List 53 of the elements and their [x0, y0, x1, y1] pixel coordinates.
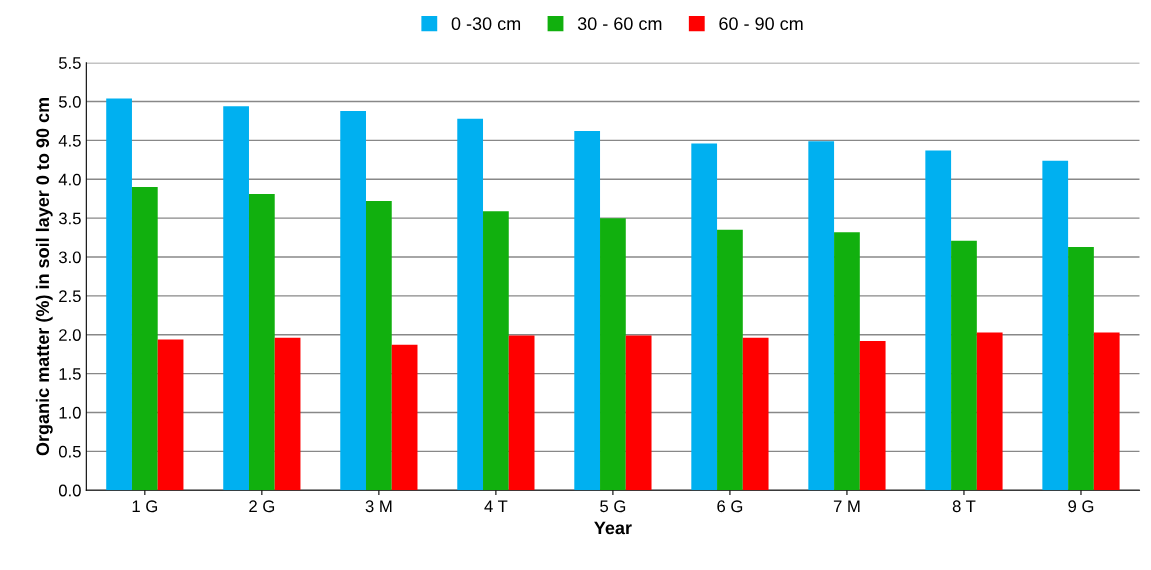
legend-label: 0 -30 cm	[451, 17, 521, 31]
legend-label: 60 - 90 cm	[719, 17, 803, 31]
bar	[808, 141, 835, 491]
y-tick-label: 1.0	[59, 406, 81, 419]
y-tick-label: 2.5	[59, 290, 81, 303]
bar	[834, 232, 860, 491]
y-tick-label: 1.5	[59, 368, 81, 380]
y-tick-label: 5.0	[58, 95, 81, 108]
bar	[691, 143, 718, 491]
y-axis-title: Organic matter (%) in soil layer 0 to 90 cm	[35, 97, 53, 456]
bar	[976, 332, 1003, 491]
bar	[483, 211, 509, 491]
x-tick-label: 4 T	[484, 500, 508, 512]
bar	[925, 150, 952, 491]
y-tick-label: 5.5	[58, 57, 81, 69]
bar	[1093, 332, 1120, 491]
bar	[600, 218, 626, 491]
x-tick-label: 5 G	[600, 500, 626, 513]
y-tick-label: 3.5	[58, 212, 81, 225]
bar	[157, 339, 184, 491]
x-tick-label: 2 G	[249, 500, 275, 513]
bar	[508, 335, 535, 491]
x-tick-label: 7 M	[833, 500, 860, 512]
bar	[859, 340, 886, 491]
y-tick-label: 4.5	[58, 135, 81, 147]
bar	[106, 98, 132, 491]
x-tick-label: 3 M	[365, 500, 392, 513]
bar	[574, 131, 601, 491]
legend-label: 30 - 60 cm	[577, 17, 662, 31]
x-axis-title: Year	[594, 521, 632, 535]
y-tick-label: 2.0	[59, 329, 81, 341]
bar	[1068, 246, 1094, 491]
bar	[131, 187, 158, 491]
bar	[457, 118, 484, 491]
y-tick-label: 3.0	[58, 251, 81, 264]
bar	[223, 106, 249, 491]
x-tick-label: 6 G	[717, 500, 743, 513]
x-tick-label: 8 T	[952, 500, 976, 513]
bar	[717, 229, 743, 491]
y-tick-label: 4.0	[58, 173, 81, 186]
x-tick-label: 9 G	[1068, 500, 1094, 513]
bar	[742, 337, 769, 491]
bar	[366, 201, 392, 491]
bar	[625, 335, 652, 491]
bar	[248, 194, 275, 491]
bar	[274, 337, 301, 491]
x-tick-label: 1 G	[132, 500, 158, 513]
bar	[951, 240, 977, 491]
bar	[1042, 160, 1069, 491]
bar	[391, 344, 418, 491]
y-tick-label: 0.5	[58, 445, 81, 458]
y-tick-label: 0.0	[58, 484, 81, 497]
bar	[340, 110, 366, 491]
